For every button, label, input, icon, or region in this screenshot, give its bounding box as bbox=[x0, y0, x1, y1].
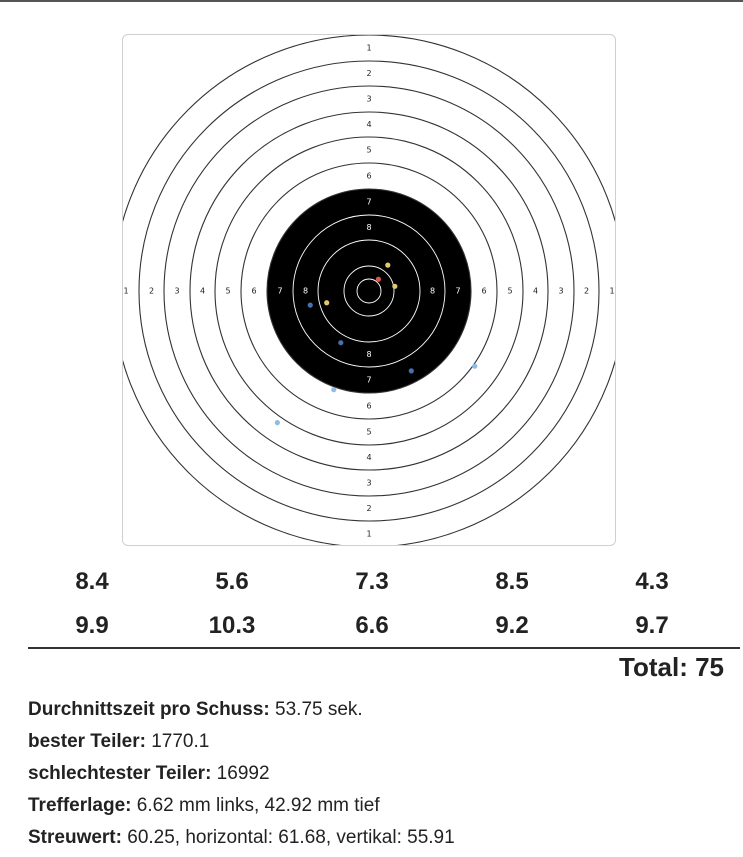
stat-label: Streuwert: bbox=[28, 827, 122, 848]
shot-hit-marker bbox=[324, 300, 330, 306]
target-graphic: 1 1 8 8 2 2 7 7 3 3 6 6 4 4 5 5 5 5 4 4 6 6 3 3 7 7 2 2 8 8 1 1 bbox=[123, 35, 615, 545]
target-ring bbox=[343, 265, 395, 317]
ring-number-label: 8 bbox=[430, 287, 435, 296]
shot-score: 10.3 bbox=[208, 612, 256, 639]
stat-value: 53.75 sek. bbox=[269, 699, 363, 720]
ring-number-label: 8 bbox=[303, 287, 308, 296]
shot-score: 9.7 bbox=[635, 612, 669, 639]
stat-value: 1770.1 bbox=[145, 731, 210, 752]
average-time-stat: Durchnittszeit pro Schuss: 53.75 sek. bbox=[28, 694, 728, 726]
shot-score: 8.4 bbox=[75, 568, 109, 595]
ring-number-label: 5 bbox=[366, 146, 371, 155]
target-ring bbox=[163, 85, 575, 497]
ring-number-label: 3 bbox=[366, 95, 371, 104]
stat-value: 6.62 mm links, 42.92 mm tief bbox=[131, 795, 380, 816]
shot-hit-marker bbox=[375, 276, 381, 282]
ring-number-label: 1 bbox=[366, 530, 371, 539]
target-ring bbox=[138, 60, 600, 522]
ring-number-label: 2 bbox=[366, 504, 371, 513]
shot-hit-marker bbox=[392, 283, 398, 289]
shot-hit-marker bbox=[472, 363, 478, 369]
target-ring bbox=[189, 111, 549, 471]
black-scoring-zone bbox=[267, 189, 471, 393]
ring-number-label: 2 bbox=[149, 287, 154, 296]
shot-hit-marker bbox=[408, 368, 414, 374]
ring-number-label: 4 bbox=[366, 120, 371, 129]
score-table: 8.4 5.6 7.3 8.5 4.3 9.9 10.3 6.6 9.2 9.7 bbox=[22, 560, 722, 648]
target-ring bbox=[317, 239, 421, 343]
stat-label: schlechtester Teiler: bbox=[28, 763, 212, 784]
stat-value: 16992 bbox=[211, 763, 270, 784]
total-score: Total: 75 bbox=[619, 652, 724, 682]
target-ring bbox=[292, 214, 446, 368]
hit-position-stat: Trefferlage: 6.62 mm links, 42.92 mm tie… bbox=[28, 790, 728, 822]
ring-number-label: 3 bbox=[366, 479, 371, 488]
top-divider bbox=[0, 0, 743, 2]
shot-score: 5.6 bbox=[215, 568, 249, 595]
score-row-2: 9.9 10.3 6.6 9.2 9.7 bbox=[22, 604, 722, 648]
shot-hit-marker bbox=[338, 340, 344, 346]
shot-hit-marker bbox=[385, 262, 391, 268]
shooting-target: 1 1 8 8 2 2 7 7 3 3 6 6 4 4 5 5 5 5 4 4 6 6 3 3 7 7 2 2 8 8 1 1 bbox=[122, 34, 616, 546]
shot-score: 4.3 bbox=[635, 568, 669, 595]
shot-hit-marker bbox=[274, 420, 280, 426]
shot-hit-marker bbox=[331, 387, 337, 393]
shot-score: 9.2 bbox=[495, 612, 529, 639]
shot-score: 7.3 bbox=[355, 568, 389, 595]
spread-stat: Streuwert: 60.25, horizontal: 61.68, ver… bbox=[28, 822, 728, 854]
ring-number-label: 1 bbox=[123, 287, 128, 296]
ring-number-label: 5 bbox=[507, 287, 512, 296]
ring-number-label: 1 bbox=[366, 44, 371, 53]
ring-number-label: 8 bbox=[366, 223, 371, 232]
ring-number-label: 7 bbox=[277, 287, 282, 296]
ring-number-label: 4 bbox=[366, 453, 371, 462]
ring-number-label: 4 bbox=[533, 287, 538, 296]
target-ring bbox=[356, 278, 382, 304]
shot-score: 6.6 bbox=[355, 612, 389, 639]
shot-statistics: Durchnittszeit pro Schuss: 53.75 sek. be… bbox=[28, 694, 728, 854]
shot-score: 9.9 bbox=[75, 612, 109, 639]
score-row-1: 8.4 5.6 7.3 8.5 4.3 bbox=[22, 560, 722, 604]
stat-label: Trefferlage: bbox=[28, 795, 132, 816]
ring-number-label: 3 bbox=[174, 287, 179, 296]
stat-label: bester Teiler: bbox=[28, 731, 146, 752]
stat-label: Durchnittszeit pro Schuss: bbox=[28, 699, 270, 720]
scores-divider bbox=[28, 647, 740, 649]
ring-number-label: 6 bbox=[481, 287, 486, 296]
ring-number-label: 4 bbox=[200, 287, 205, 296]
ring-number-label: 7 bbox=[366, 198, 371, 207]
shot-hit-marker bbox=[307, 302, 313, 308]
ring-number-label: 2 bbox=[584, 287, 589, 296]
ring-number-label: 1 bbox=[609, 287, 614, 296]
ring-number-label: 3 bbox=[558, 287, 563, 296]
worst-divisor-stat: schlechtester Teiler: 16992 bbox=[28, 758, 728, 790]
best-divisor-stat: bester Teiler: 1770.1 bbox=[28, 726, 728, 758]
target-ring bbox=[214, 136, 524, 446]
ring-number-label: 5 bbox=[366, 428, 371, 437]
ring-number-label: 2 bbox=[366, 69, 371, 78]
target-ring bbox=[266, 188, 472, 394]
ring-number-label: 7 bbox=[455, 287, 460, 296]
ring-number-label: 7 bbox=[366, 376, 371, 385]
target-ring bbox=[240, 162, 498, 420]
ring-number-label: 6 bbox=[366, 402, 371, 411]
shot-score: 8.5 bbox=[495, 568, 529, 595]
ring-number-label: 6 bbox=[366, 172, 371, 181]
stat-value: 60.25, horizontal: 61.68, vertikal: 55.9… bbox=[121, 827, 455, 848]
ring-number-label: 5 bbox=[225, 287, 230, 296]
ring-number-label: 6 bbox=[251, 287, 256, 296]
ring-number-label: 8 bbox=[366, 350, 371, 359]
